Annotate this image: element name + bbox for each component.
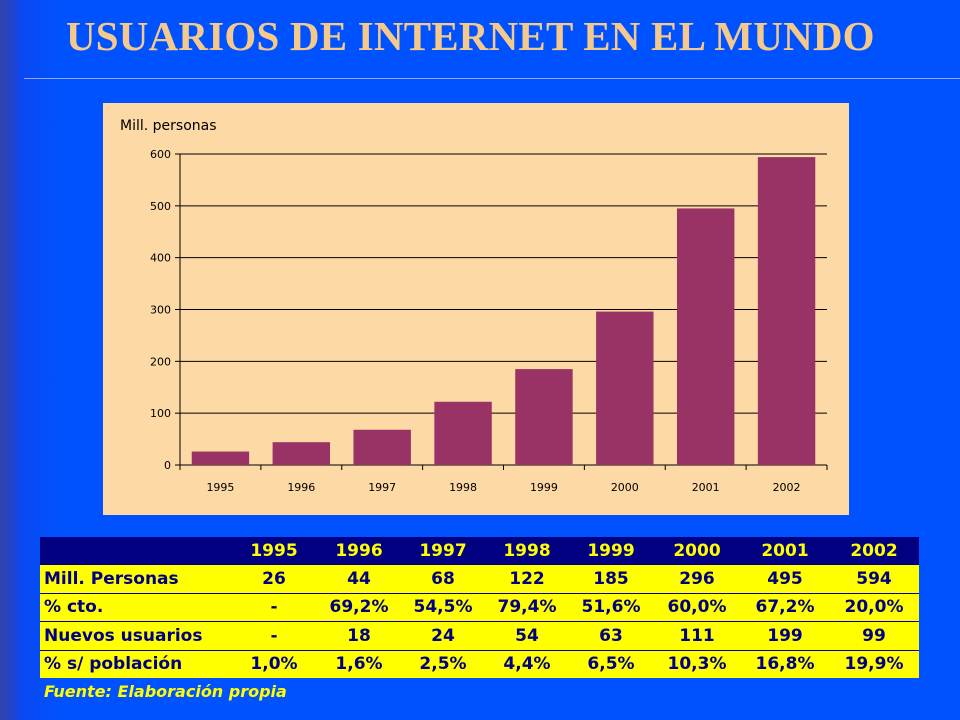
- y-tick-label: 300: [150, 304, 171, 317]
- table-cell: 18: [317, 621, 401, 650]
- table-cell: 44: [317, 564, 401, 593]
- table-row-label: % s/ población: [40, 649, 231, 678]
- table-cell: 51,6%: [569, 592, 653, 622]
- table-cell: 24: [401, 621, 485, 650]
- title-divider: [24, 78, 960, 79]
- table-cell: 10,3%: [653, 649, 741, 678]
- table-header-year: 1999: [569, 537, 653, 565]
- bar-1997: [353, 429, 411, 465]
- table-row-label: Nuevos usuarios: [40, 621, 231, 650]
- table-header-year: 2002: [829, 537, 919, 565]
- table-header-year: 2001: [741, 537, 829, 565]
- table-cell: 594: [829, 564, 919, 593]
- y-axis-label: Mill. personas: [120, 118, 217, 134]
- table-cell: 1,0%: [231, 649, 317, 678]
- x-tick-label: 1997: [368, 481, 396, 494]
- table-header-year: 1997: [401, 537, 485, 565]
- y-tick-label: 200: [150, 355, 171, 368]
- slide-title: USUARIOS DE INTERNET EN EL MUNDO: [66, 13, 875, 59]
- y-tick-label: 500: [150, 200, 171, 213]
- bar-2002: [757, 157, 816, 466]
- table-cell: 63: [569, 621, 653, 650]
- table-header-row: 1995 1996 1997 1998 1999 2000 2001 2002: [40, 537, 919, 565]
- x-tick-label: 1996: [287, 481, 315, 494]
- table-cell: 2,5%: [401, 649, 485, 678]
- bar-chart: Mill. personas 0 100 200 300 400 500 600 1995 199…: [120, 118, 828, 494]
- y-tick-label: 600: [150, 148, 171, 161]
- table-cell: 16,8%: [741, 649, 829, 678]
- table-row-label: Mill. Personas: [40, 564, 231, 593]
- x-tick-label: 2001: [692, 481, 720, 494]
- table-cell: 4,4%: [485, 649, 569, 678]
- table-cell: 54,5%: [401, 592, 485, 622]
- bar-2001: [676, 208, 735, 466]
- table-cell: 79,4%: [485, 592, 569, 622]
- table-header-year: 2000: [653, 537, 741, 565]
- bar-1995: [191, 451, 250, 465]
- source-note: Fuente: Elaboración propia: [44, 682, 287, 701]
- y-tick-label: 100: [150, 407, 171, 420]
- chart-panel: Mill. personas 0 100 200 300 400 500 600 1995 199…: [103, 103, 849, 515]
- table-cell: 296: [653, 564, 741, 593]
- bar-2000: [596, 311, 654, 465]
- table-cell: 199: [741, 621, 829, 650]
- table-cell: 122: [485, 564, 569, 593]
- table-cell: 68: [401, 564, 485, 593]
- x-tick-label: 2002: [773, 481, 801, 494]
- table-cell: 111: [653, 621, 741, 650]
- table-row-label: % cto.: [40, 592, 231, 622]
- table-cell: 67,2%: [741, 592, 829, 622]
- bar-1998: [434, 401, 492, 465]
- table-cell: 1,6%: [317, 649, 401, 678]
- table-body: Mill. Personas 26 44 68 122 185 296 495 594% cto…: [40, 564, 919, 678]
- y-tick-label: 400: [150, 252, 171, 265]
- table-header-year: 1998: [485, 537, 569, 565]
- table-header-year: 1996: [317, 537, 401, 565]
- bar-1996: [272, 442, 331, 465]
- y-tick-label: 0: [164, 459, 171, 472]
- x-tick-label: 1999: [530, 481, 558, 494]
- table-cell: 20,0%: [829, 592, 919, 622]
- table-cell: -: [231, 592, 317, 622]
- table-header-year: 1995: [231, 537, 317, 565]
- x-tick-label: 1995: [206, 481, 234, 494]
- table-row: Mill. Personas 26 44 68 122 185 296 495 594: [40, 564, 919, 593]
- table-row: % s/ población 1,0% 1,6% 2,5% 4,4% 6,5% 10,3% 1…: [40, 649, 919, 678]
- table-cell: 495: [741, 564, 829, 593]
- table-cell: 54: [485, 621, 569, 650]
- table-cell: 60,0%: [653, 592, 741, 622]
- table-cell: 6,5%: [569, 649, 653, 678]
- data-table: 1995 1996 1997 1998 1999 2000 2001 2002 Mill. P…: [40, 537, 919, 678]
- table-cell: -: [231, 621, 317, 650]
- table-row: Nuevos usuarios -18 24 54 63 111 199 99: [40, 621, 919, 650]
- table-row: % cto. -69,2% 54,5% 79,4% 51,6% 60,0% 67,2% 20,…: [40, 592, 919, 622]
- table-cell: 99: [829, 621, 919, 650]
- table-header-corner: [40, 537, 231, 565]
- x-tick-label: 2000: [611, 481, 639, 494]
- table-cell: 19,9%: [829, 649, 919, 678]
- table-cell: 185: [569, 564, 653, 593]
- bar-1999: [515, 369, 573, 465]
- x-tick-label: 1998: [449, 481, 477, 494]
- table-cell: 69,2%: [317, 592, 401, 622]
- table-cell: 26: [231, 564, 317, 593]
- left-decorative-band: [0, 0, 18, 720]
